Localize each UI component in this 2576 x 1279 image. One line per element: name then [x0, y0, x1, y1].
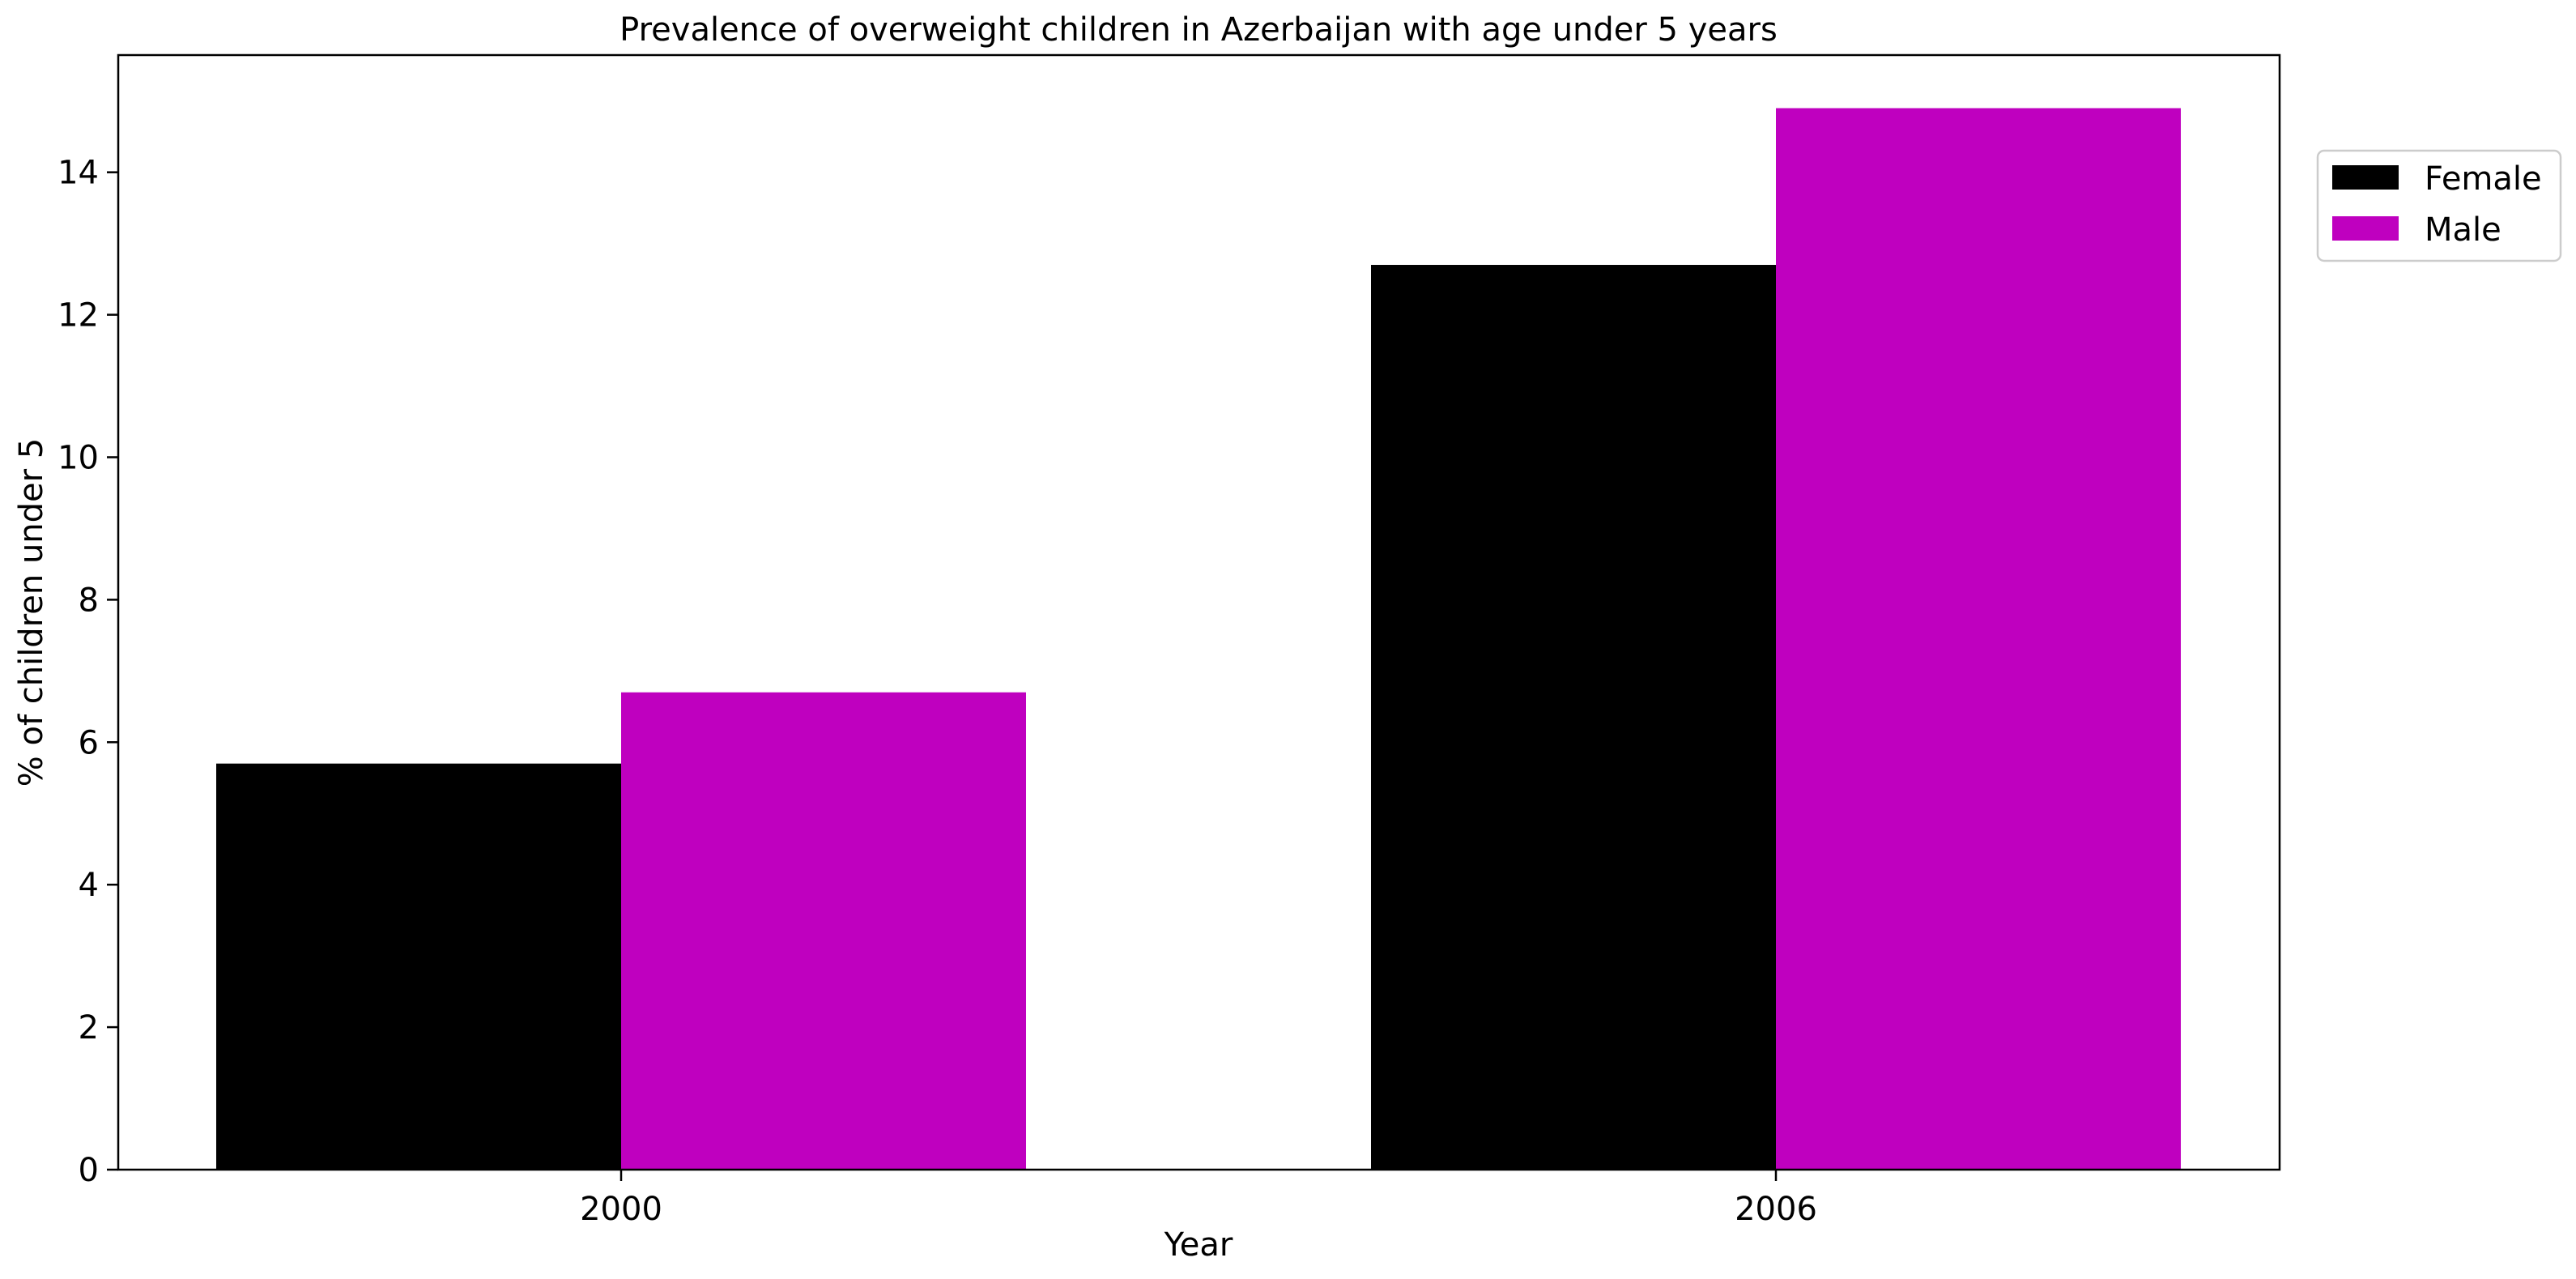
- legend-label-female: Female: [2425, 160, 2542, 198]
- legend-swatch-female: [2332, 165, 2399, 190]
- x-tick-label: 2006: [1735, 1191, 1817, 1228]
- y-tick-label: 8: [79, 582, 99, 619]
- y-tick-label: 6: [79, 724, 99, 761]
- bar-male-2006: [1776, 108, 2181, 1170]
- x-axis: 2000 2006: [580, 1170, 1817, 1228]
- y-axis-label: % of children under 5: [13, 438, 50, 787]
- bar-female-2006: [1371, 265, 1776, 1170]
- bar-female-2000: [216, 763, 621, 1170]
- y-tick-label: 2: [79, 1009, 99, 1047]
- x-axis-label: Year: [1164, 1226, 1233, 1264]
- y-tick-label: 10: [57, 439, 99, 476]
- y-tick-label: 12: [57, 297, 99, 335]
- legend-swatch-male: [2332, 216, 2399, 241]
- bar-male-2000: [621, 692, 1026, 1170]
- bars-layer: [216, 108, 2181, 1170]
- x-tick-label: 2000: [580, 1191, 662, 1228]
- plot-frame: [117, 53, 2281, 1171]
- chart-title: Prevalence of overweight children in Aze…: [620, 11, 1778, 49]
- y-tick-label: 0: [79, 1152, 99, 1189]
- legend: Female Male: [2316, 149, 2562, 262]
- y-tick-label: 4: [79, 867, 99, 904]
- y-axis: 0 2 4 6 8 10 12 14: [57, 155, 118, 1189]
- legend-label-male: Male: [2425, 211, 2501, 249]
- y-tick-label: 14: [57, 155, 99, 192]
